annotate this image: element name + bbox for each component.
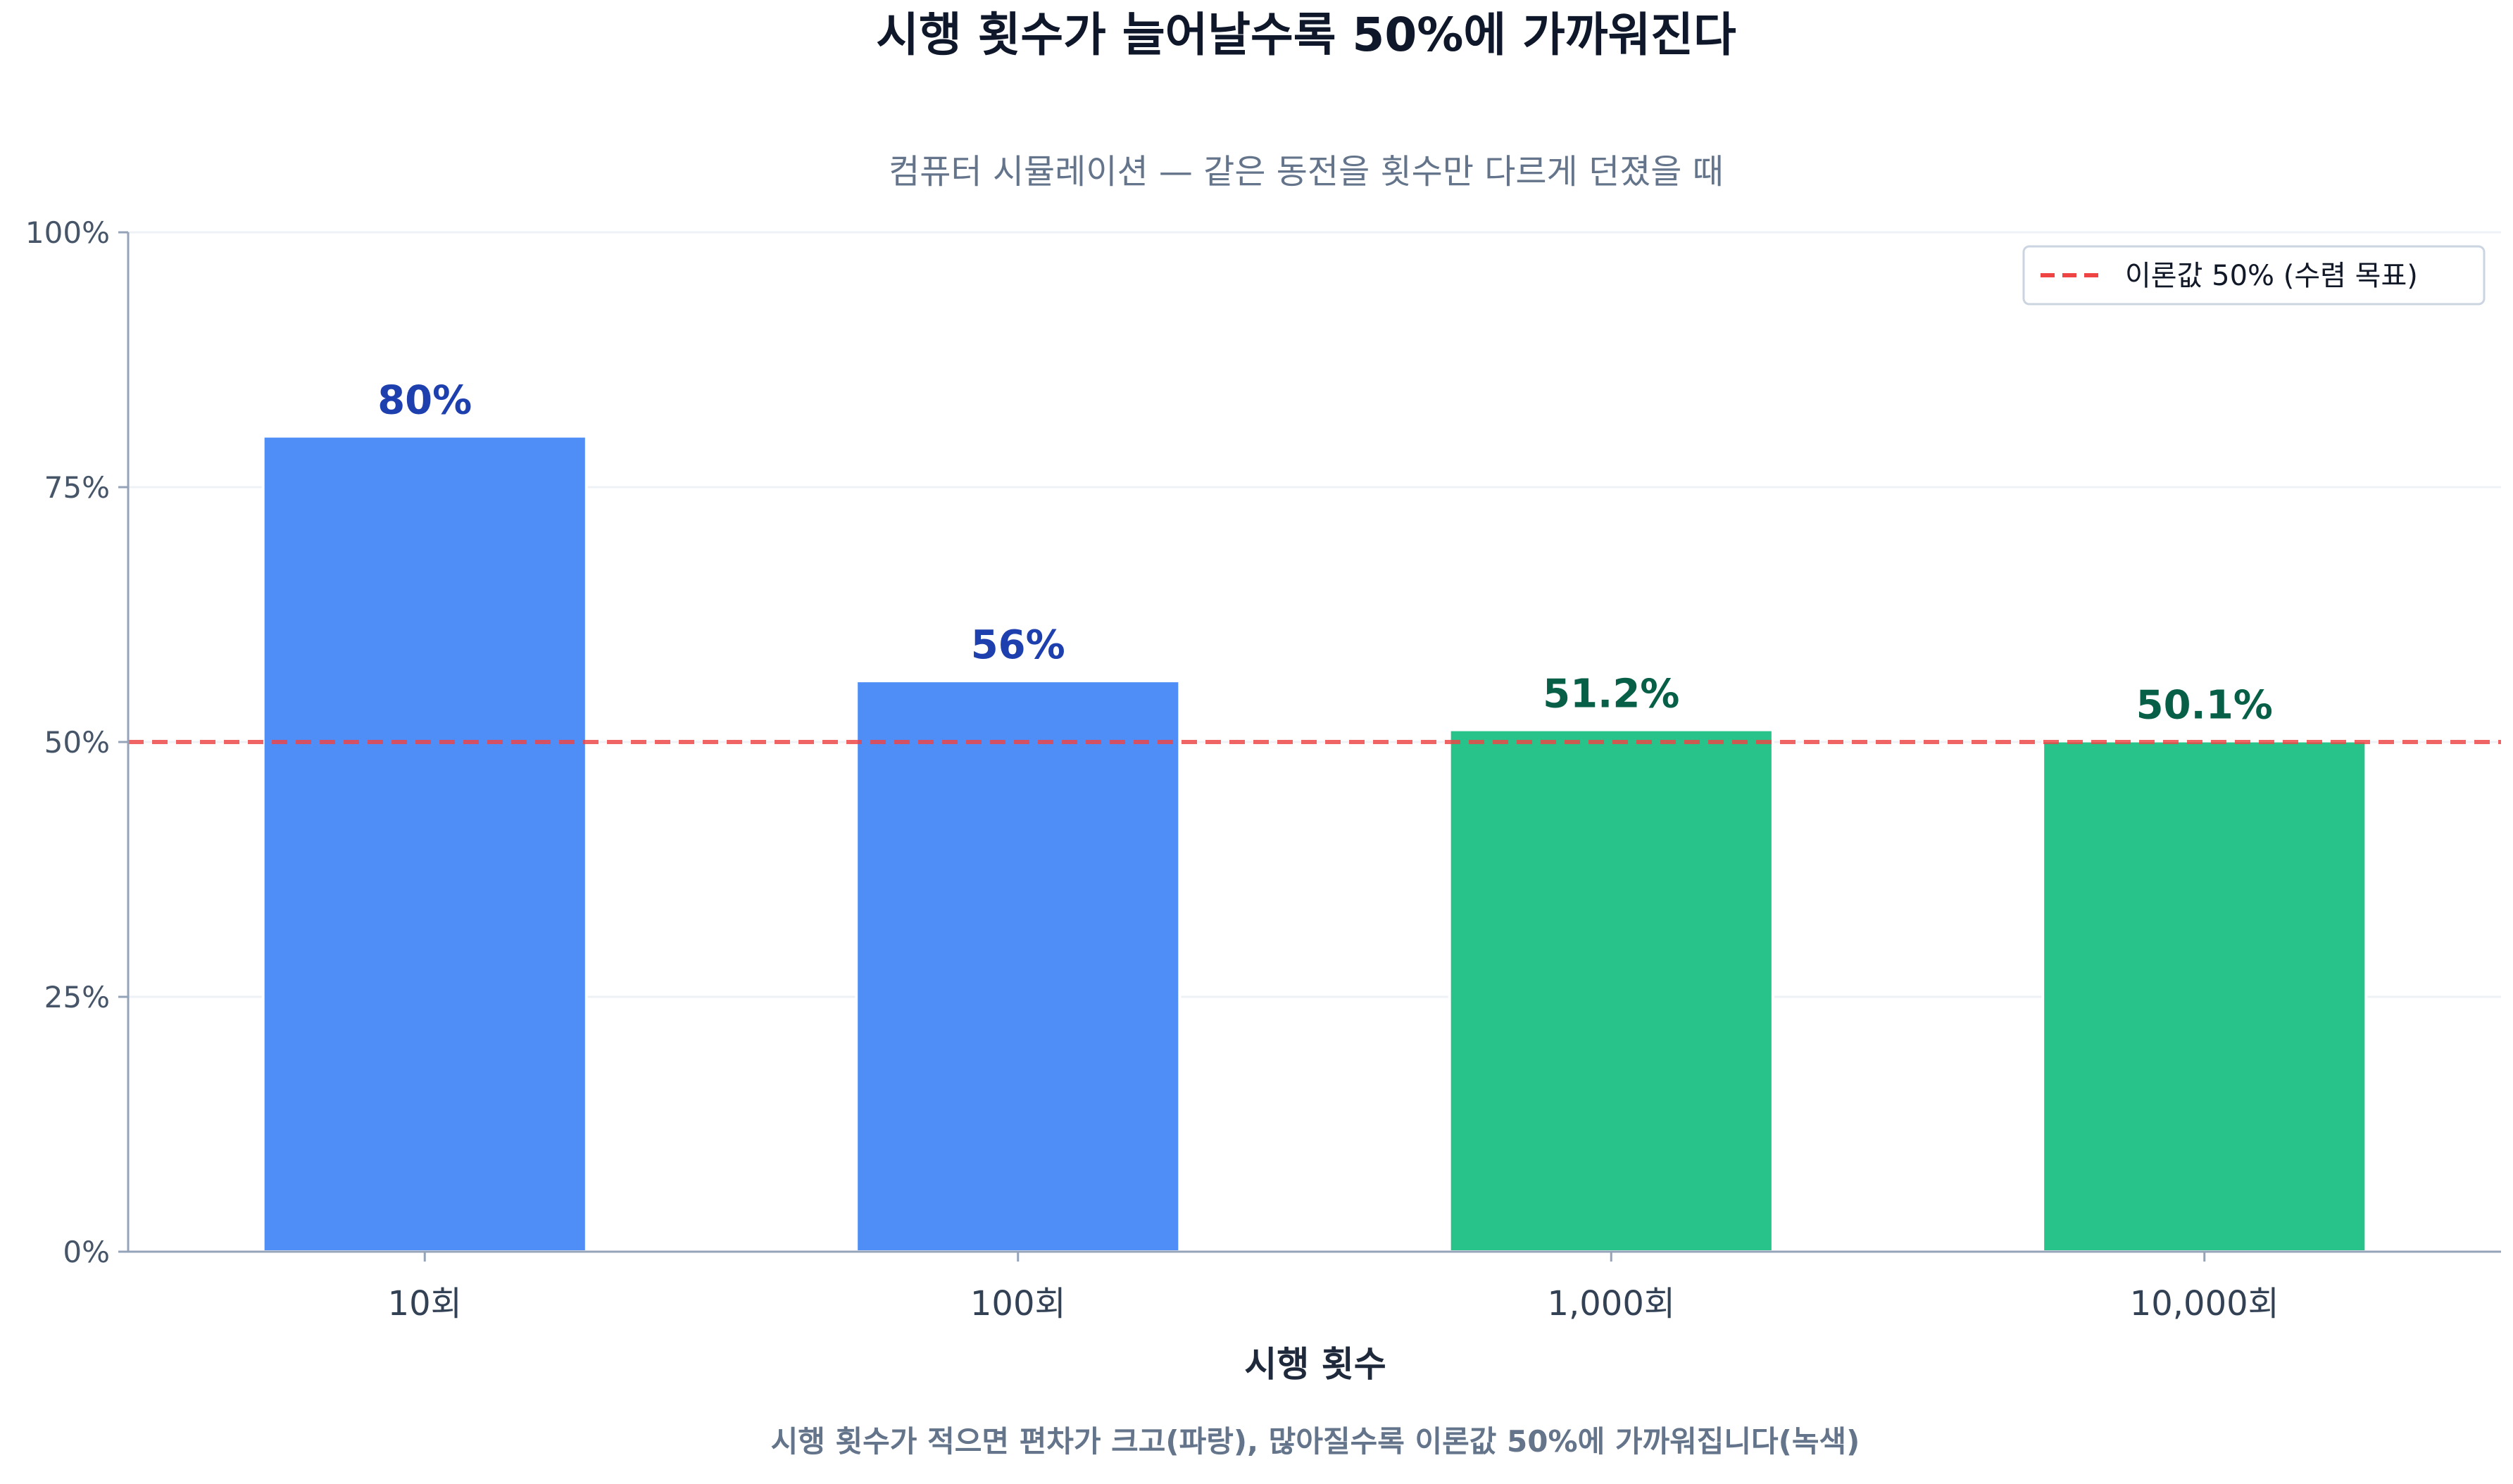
chart-subtitle: 컴퓨터 시뮬레이션 — 같은 동전을 횟수만 다르게 던졌을 때 (889, 152, 1724, 191)
bar-1 (855, 679, 1182, 1253)
y-tick-label-4: 100% (25, 215, 110, 250)
y-tick-label-3: 75% (44, 470, 110, 505)
legend-label: 이론값 50% (수렴 목표) (2125, 260, 2418, 292)
legend-box (2022, 245, 2486, 306)
x-axis-title: 시행 횟수 (1244, 1344, 1386, 1385)
chart-title: 시행 횟수가 늘어날수록 50%에 가까워진다 (876, 8, 1736, 62)
bar-0 (261, 434, 588, 1253)
y-tick-label-2: 50% (44, 725, 110, 760)
value-label-0: 80% (377, 378, 472, 424)
value-label-3: 50.1% (2136, 683, 2273, 729)
x-tick-label-1: 100회 (970, 1284, 1066, 1323)
axes: 0% 25% 50% 75% 100% 10회 100회 1,000회 10,000회 (25, 215, 2501, 1323)
y-tick-label-0: 0% (63, 1235, 110, 1269)
value-labels: 80% 56% 51.2% 50.1% (377, 378, 2273, 729)
bars (261, 434, 2368, 1253)
bar-3 (2041, 739, 2368, 1253)
x-tick-label-2: 1,000회 (1547, 1284, 1675, 1323)
legend: 이론값 50% (수렴 목표) (2022, 245, 2486, 306)
chart-caption: 시행 횟수가 적으면 편차가 크고(파랑), 많아질수록 이론값 50%에 가까… (771, 1424, 1860, 1459)
value-label-2: 51.2% (1543, 672, 1679, 717)
x-tick-label-0: 10회 (388, 1284, 462, 1323)
value-label-1: 56% (971, 622, 1065, 668)
y-tick-label-1: 25% (44, 980, 110, 1014)
bar-2 (1448, 728, 1774, 1253)
x-tick-label-3: 10,000회 (2130, 1284, 2279, 1323)
